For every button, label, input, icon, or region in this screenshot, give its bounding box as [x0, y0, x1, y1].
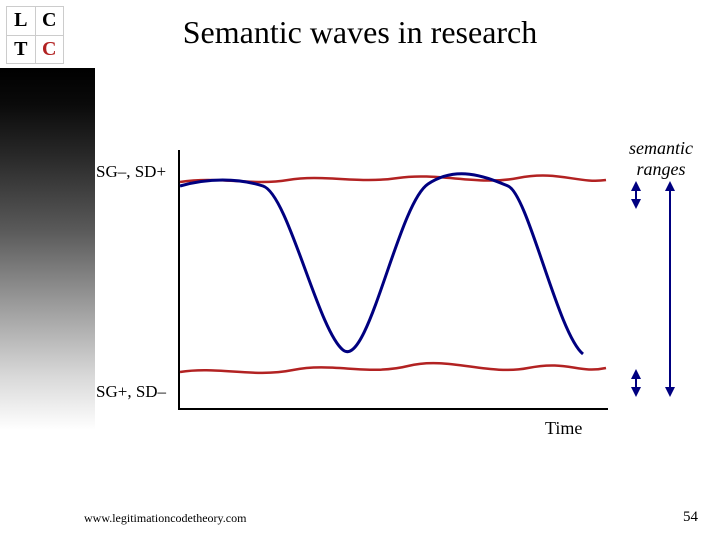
range-arrows — [0, 0, 720, 540]
page-number: 54 — [683, 509, 698, 526]
slide: L C T C Semantic waves in research SG–, … — [0, 0, 720, 540]
footer-url: www.legitimationcodetheory.com — [84, 511, 246, 526]
